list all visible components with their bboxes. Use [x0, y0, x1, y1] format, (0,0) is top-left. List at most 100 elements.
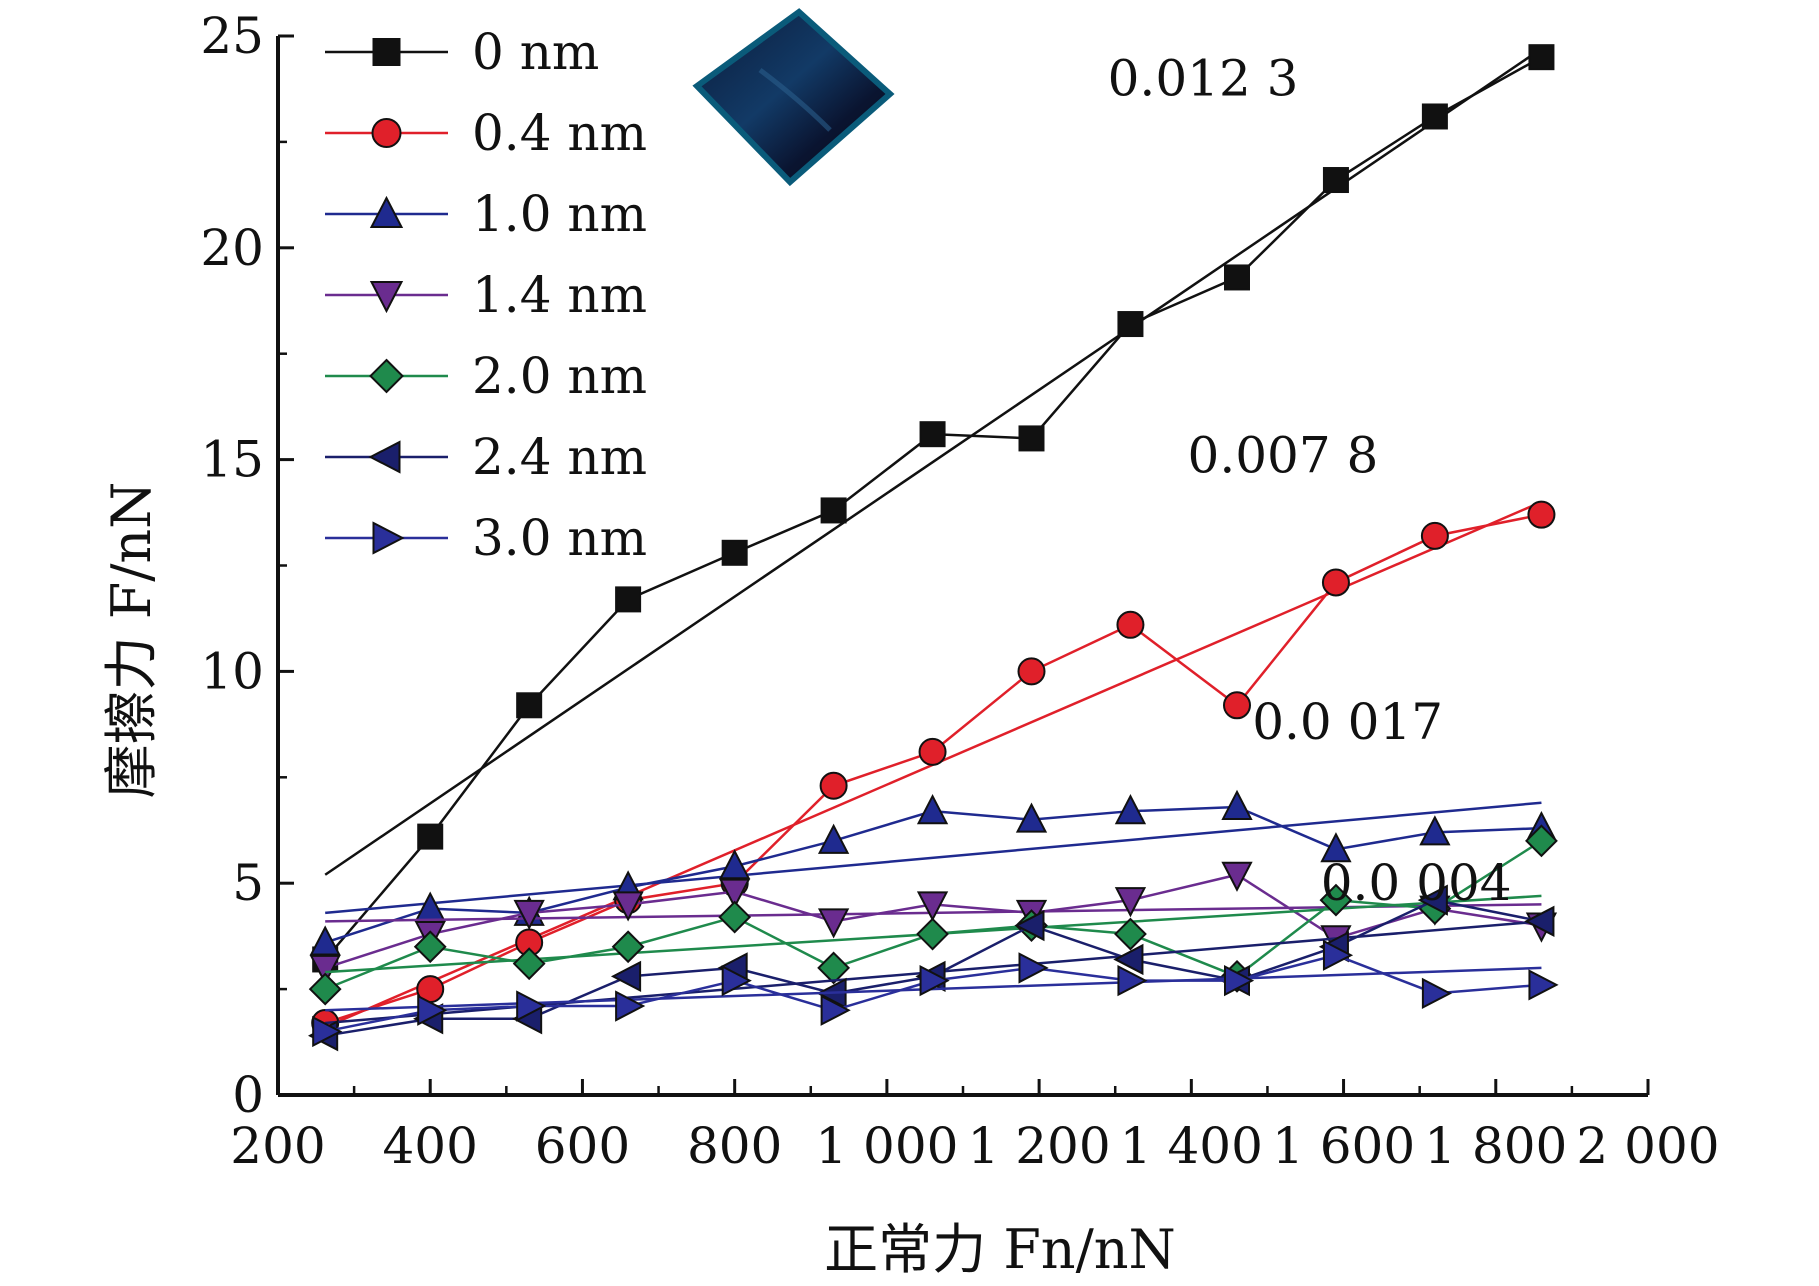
sample-thumbnail-image: [692, 8, 895, 187]
data-point: [371, 118, 402, 148]
data-point: [372, 38, 401, 66]
data-point: [919, 964, 950, 997]
data-point: [721, 539, 748, 566]
legend-label: 1.0 nm: [472, 185, 647, 243]
data-point: [817, 908, 850, 939]
y-tick-label: 5: [232, 854, 264, 912]
data-point: [916, 891, 949, 922]
legend-entry: 3.0 nm: [325, 509, 647, 567]
legend-entry: 1.0 nm: [325, 185, 647, 243]
legend-entry: 0.4 nm: [325, 104, 647, 162]
data-point: [610, 960, 642, 993]
data-point: [721, 964, 752, 997]
legend-label: 2.4 nm: [472, 428, 647, 486]
legend-label: 0 nm: [472, 23, 599, 81]
data-point: [309, 925, 341, 956]
series-line: [324, 953, 1542, 1033]
fit-line: [325, 801, 1542, 915]
data-point: [1524, 905, 1555, 937]
slope-annotation: 0.012 3: [1108, 49, 1299, 107]
legend-label: 1.4 nm: [472, 266, 647, 324]
data-point: [1221, 789, 1253, 820]
data-point: [1015, 802, 1048, 833]
legend-label: 3.0 nm: [472, 509, 647, 567]
data-point: [312, 1015, 343, 1048]
legend-entry: 2.0 nm: [325, 347, 647, 405]
data-point: [1018, 425, 1045, 452]
x-tick-label: 1 600: [1272, 1117, 1415, 1175]
y-tick-label: 0: [232, 1066, 264, 1124]
data-point: [1528, 44, 1555, 71]
data-point: [513, 899, 545, 931]
data-point: [1117, 311, 1144, 338]
data-point: [1527, 500, 1556, 529]
series-3-0-nm: [312, 939, 1559, 1048]
data-point: [919, 421, 946, 448]
legend-label: 2.0 nm: [472, 347, 647, 405]
data-point: [1018, 952, 1049, 984]
data-point: [1320, 832, 1352, 863]
x-tick-label: 800: [687, 1117, 782, 1175]
data-point: [1114, 887, 1147, 918]
data-point: [417, 823, 444, 850]
data-point: [819, 771, 848, 800]
slope-annotation: 0.0 017: [1252, 693, 1443, 751]
data-point: [516, 990, 547, 1022]
data-point: [1528, 969, 1559, 1001]
slope-annotation: 0.0 004: [1321, 854, 1512, 912]
plot-area: [308, 44, 1559, 1052]
x-axis-title: 正常力 Fn/nN: [824, 1218, 1176, 1281]
y-tick-label: 10: [200, 642, 264, 700]
x-tick-label: 1 200: [968, 1117, 1111, 1175]
series-0-nm: [312, 44, 1555, 973]
data-point: [611, 930, 645, 964]
y-tick-label: 15: [200, 431, 264, 489]
x-tick-label: 2 000: [1576, 1117, 1719, 1175]
legend-entry: 0 nm: [325, 23, 599, 81]
data-point: [916, 917, 949, 951]
data-point: [1224, 964, 1255, 997]
x-tick-label: 200: [230, 1117, 325, 1175]
data-point: [612, 891, 644, 922]
legend-label: 0.4 nm: [472, 104, 647, 162]
data-point: [1525, 824, 1558, 858]
data-point: [719, 849, 751, 880]
data-point: [368, 440, 401, 474]
data-point: [516, 692, 543, 719]
data-point: [1322, 167, 1349, 194]
data-point: [1114, 917, 1147, 951]
data-point: [309, 954, 341, 986]
data-point: [1116, 610, 1145, 639]
data-point: [1221, 861, 1253, 892]
data-point: [1223, 691, 1251, 720]
axes: 0 5 10 15 20 25 200 400 600 800 1 000 1 200 1 400 1 6…: [200, 7, 1719, 1175]
x-tick-label: 400: [383, 1117, 478, 1175]
data-point: [817, 823, 850, 854]
data-point: [372, 521, 405, 555]
y-axis-title: 摩擦力 F/nN: [100, 482, 163, 799]
x-tick-label: 600: [535, 1117, 630, 1175]
data-point: [1322, 939, 1354, 971]
data-point: [369, 195, 404, 228]
data-point: [1321, 568, 1350, 597]
data-point: [1224, 264, 1250, 291]
data-point: [369, 281, 404, 314]
data-point: [1017, 657, 1046, 686]
data-point: [615, 586, 642, 613]
data-point: [1114, 794, 1147, 825]
data-point: [820, 994, 851, 1026]
data-point: [1421, 977, 1453, 1009]
x-tick-label: 1 800: [1424, 1117, 1567, 1175]
data-point: [1419, 815, 1451, 846]
y-tick-label: 20: [200, 219, 264, 277]
series-0-4-nm: [311, 500, 1556, 1037]
y-tick-label: 25: [200, 7, 264, 65]
slope-annotations: 0.012 3 0.007 8 0.0 017 0.0 004: [1108, 49, 1512, 912]
data-point: [718, 900, 752, 934]
data-point: [1417, 884, 1448, 916]
data-point: [719, 878, 751, 909]
data-point: [1421, 103, 1448, 130]
legend: 0 nm 0.4 nm 1.0 nm 1.4 nm 2.0 nm 2.4 nm 3.0 nm: [325, 23, 647, 567]
data-point: [308, 972, 342, 1006]
